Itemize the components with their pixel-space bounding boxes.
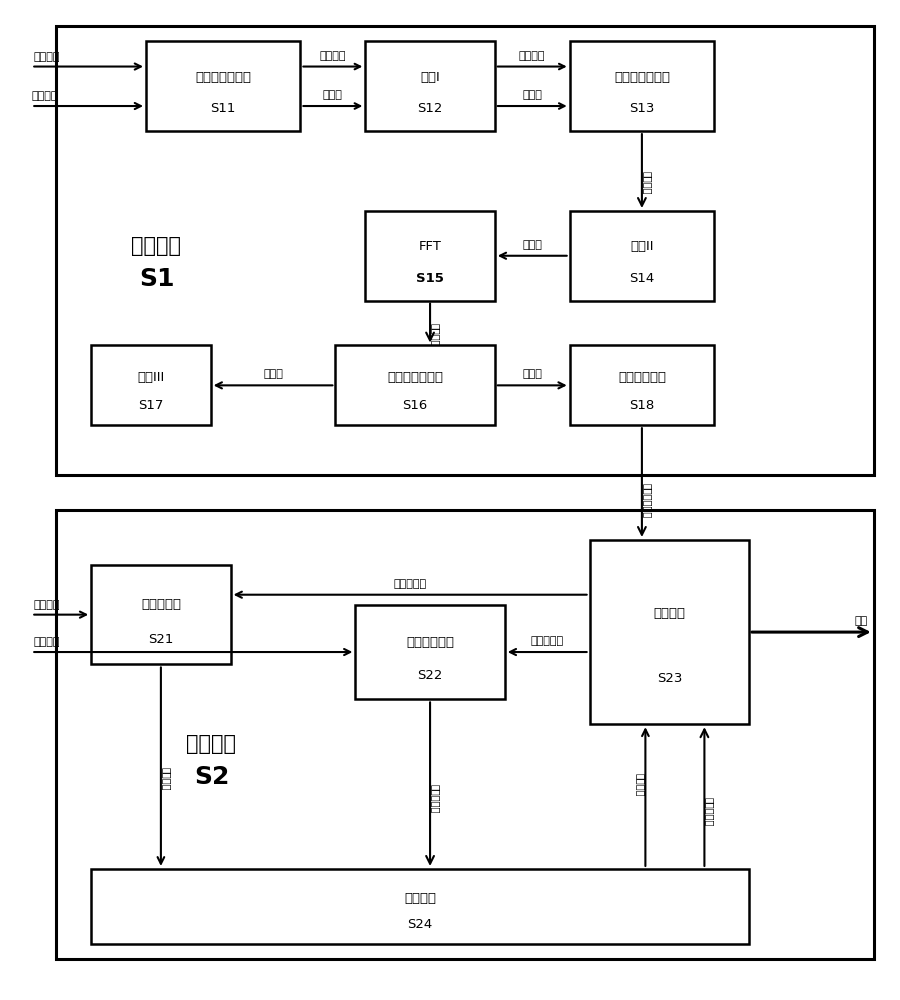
Text: S24: S24 [408,918,433,931]
Text: 非相干累加单元: 非相干累加单元 [387,371,443,384]
Text: S16: S16 [402,399,428,412]
Text: 码相位偏移: 码相位偏移 [393,579,427,589]
Text: 相干和: 相干和 [522,240,542,250]
Text: 数据预处理单元: 数据预处理单元 [195,71,251,84]
Bar [91,869,749,944]
Text: S13: S13 [629,102,654,115]
Text: S12: S12 [418,102,443,115]
Text: 部分匹配滤波器: 部分匹配滤波器 [614,71,670,84]
Text: 控制信号: 控制信号 [635,773,645,797]
Text: 积累输出: 积累输出 [642,171,652,195]
Text: 接收信号: 接收信号 [33,52,59,62]
Bar [56,510,874,959]
Text: 频域和: 频域和 [263,369,283,379]
Text: 接收信号: 接收信号 [33,637,59,647]
Text: 频域和: 频域和 [522,369,542,379]
Text: S23: S23 [657,672,682,685]
Text: S15: S15 [416,272,444,285]
Text: S1: S1 [139,267,175,291]
Text: 频率自校准: 频率自校准 [430,784,440,813]
Bar [91,345,211,425]
Bar [356,605,505,699]
Text: 频域累积: 频域累积 [430,323,440,347]
Text: 峰值搜索结果: 峰值搜索结果 [642,483,652,518]
Text: S18: S18 [629,399,654,412]
Text: 缓存II: 缓存II [630,240,653,253]
Text: 频偏补偿单元: 频偏补偿单元 [406,636,454,649]
Text: 检测部分: 检测部分 [131,236,181,256]
Text: 一本地码: 一本地码 [32,91,58,101]
Text: 接收信号: 接收信号 [320,51,346,61]
Text: 多普勒频偏: 多普勒频偏 [531,636,563,646]
Bar [56,26,874,475]
Bar [570,41,715,131]
Text: 峰值搜索单元: 峰值搜索单元 [618,371,666,384]
Text: S14: S14 [629,272,654,285]
Text: 接收信号: 接收信号 [519,51,545,61]
Text: 控制单元: 控制单元 [653,607,685,620]
Text: 累加单元: 累加单元 [404,892,436,905]
Text: FFT: FFT [418,240,442,253]
Text: S11: S11 [211,102,236,115]
Bar [365,211,495,301]
Bar [146,41,301,131]
Text: 本地码: 本地码 [323,90,343,100]
Bar [91,565,230,664]
Text: 本地码: 本地码 [522,90,542,100]
Text: 码捕获成功: 码捕获成功 [705,797,715,826]
Text: S2: S2 [194,765,230,789]
Bar [590,540,749,724]
Text: 校验部分: 校验部分 [185,734,236,754]
Text: 缓存III: 缓存III [138,371,165,384]
Text: 码延时单元: 码延时单元 [141,598,181,611]
Bar [570,345,715,425]
Text: S17: S17 [139,399,164,412]
Text: S21: S21 [148,633,174,646]
Bar [336,345,495,425]
Text: 延时后码: 延时后码 [161,767,171,790]
Bar [570,211,715,301]
Text: 缓存I: 缓存I [420,71,440,84]
Text: 一本地码: 一本地码 [33,600,59,610]
Bar [365,41,495,131]
Text: 输出: 输出 [854,616,868,626]
Text: S22: S22 [418,669,443,682]
